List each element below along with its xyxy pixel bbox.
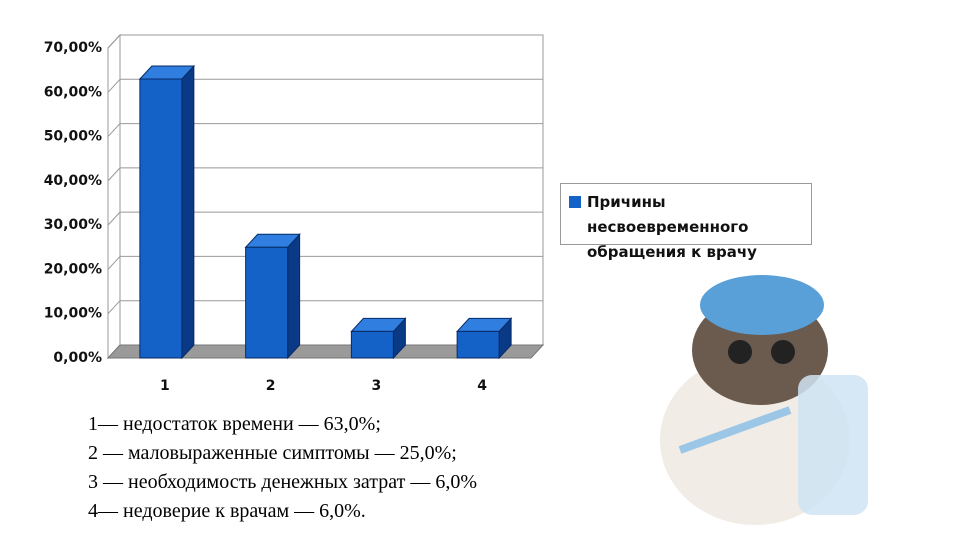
bar-side — [287, 233, 301, 360]
caption-line: 3 — необходимость денежных затрат — 6,0% — [88, 471, 478, 493]
y-tick-label: 20,00% — [44, 261, 102, 277]
legend-swatch — [569, 196, 581, 208]
ice-pack — [700, 275, 824, 335]
caption-line: 2 — маловыраженные симптомы — 25,0%; — [88, 442, 457, 464]
grid-line — [107, 78, 121, 93]
grid-line — [107, 167, 121, 182]
grid-line — [107, 211, 121, 226]
caption-line: 4— недоверие к врачам — 6,0%. — [88, 500, 366, 522]
y-tick-label: 30,00% — [44, 217, 102, 233]
bar — [350, 330, 394, 359]
grid-line — [107, 300, 121, 315]
legend: Причины несвоевременного обращения к вра… — [560, 183, 812, 261]
caption: 1— недостаток времени — 63,0%; 2 — маловы… — [88, 410, 578, 526]
grid-line — [107, 256, 121, 270]
cat — [660, 275, 868, 525]
bar — [139, 78, 183, 359]
thermometer — [678, 406, 792, 454]
grid-line — [107, 34, 121, 49]
side-wall — [107, 33, 121, 360]
x-tick-label: 3 — [372, 378, 382, 394]
bar — [245, 246, 289, 359]
pill-bottle — [798, 375, 868, 515]
x-tick-label: 2 — [266, 378, 276, 394]
grid-line — [107, 123, 121, 137]
y-tick-label: 0,00% — [53, 350, 102, 366]
caption-line: 1— недостаток времени — 63,0%; — [88, 413, 381, 435]
y-tick-label: 70,00% — [44, 40, 102, 56]
y-tick-label: 40,00% — [44, 173, 102, 189]
y-tick-label: 60,00% — [44, 84, 102, 100]
legend-label: Причины несвоевременного обращения к вра… — [587, 193, 757, 261]
bar — [456, 330, 500, 359]
x-tick-label: 1 — [160, 378, 170, 394]
bar-side — [181, 64, 195, 360]
cat-eye — [771, 340, 795, 364]
cat-eye — [728, 340, 752, 364]
x-tick-label: 4 — [477, 378, 487, 394]
y-tick-label: 50,00% — [44, 129, 102, 145]
y-tick-label: 10,00% — [44, 306, 102, 322]
